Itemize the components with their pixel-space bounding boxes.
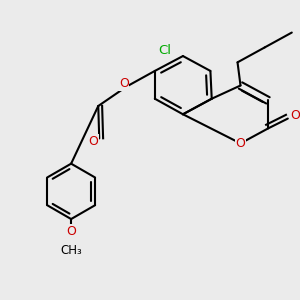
Text: Cl: Cl — [158, 44, 171, 57]
Text: O: O — [66, 225, 76, 238]
Text: O: O — [119, 77, 129, 90]
Text: O: O — [88, 135, 98, 148]
Text: O: O — [236, 137, 245, 150]
Text: CH₃: CH₃ — [60, 244, 82, 257]
Text: O: O — [290, 109, 300, 122]
